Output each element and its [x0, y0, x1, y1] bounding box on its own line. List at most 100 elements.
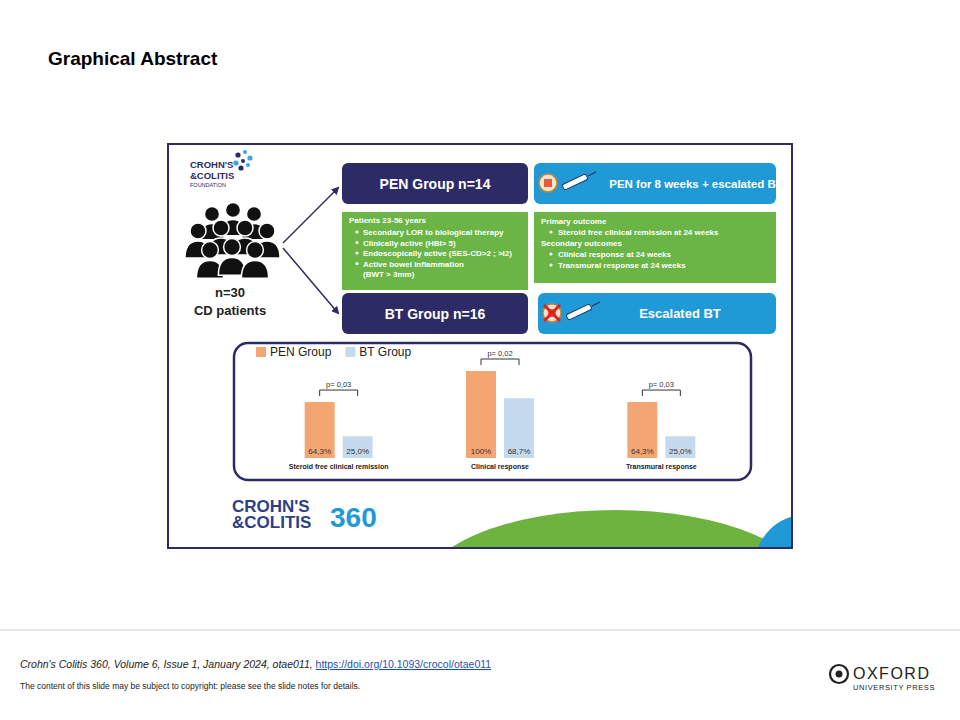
foundation-logo-text: CROHN'S [190, 159, 233, 170]
bar [665, 436, 695, 458]
outcome-heading: Primary outcome [541, 217, 607, 226]
legend-swatch [256, 347, 266, 357]
citation-journal: Crohn's Colitis 360 [20, 658, 108, 670]
journal-logo-text: 360 [330, 502, 377, 533]
inclusion-item: Secondary LOR to biological therapy [363, 228, 504, 237]
p-value-bracket [481, 359, 519, 365]
bars [305, 371, 696, 458]
inclusion-item: Active bowel inflammation [363, 260, 464, 269]
p-value: p= 0,03 [326, 380, 351, 389]
person-head [213, 220, 229, 236]
outcome-item: Steroid free clinical remission at 24 we… [558, 228, 719, 237]
bar [627, 402, 657, 458]
slide: Graphical AbstractCROHN'S&COLITISFOUNDAT… [0, 0, 960, 720]
bar [504, 398, 534, 458]
citation-link[interactable]: https://doi.org/10.1093/crocol/otae011 [316, 658, 492, 670]
bullet [549, 263, 552, 266]
publisher-subtitle: UNIVERSITY PRESS [853, 683, 935, 692]
person-head [224, 239, 241, 256]
foundation-logo-dot [241, 159, 245, 163]
bullet [549, 252, 552, 255]
syringe-needle [592, 302, 600, 306]
publisher-icon [836, 671, 843, 678]
legend-label: BT Group [359, 345, 411, 359]
treatment-icon [543, 302, 600, 322]
group-box [342, 293, 528, 334]
person-head [246, 206, 261, 221]
people-icon [185, 202, 280, 278]
arrow [283, 188, 338, 243]
person-head [259, 223, 275, 239]
person-head [237, 220, 253, 236]
copyright-notice: The content of this slide may be subject… [20, 681, 360, 691]
data-label: 100% [471, 447, 491, 456]
drink-icon-label [544, 179, 552, 187]
publisher-name: OXFORD [853, 665, 930, 682]
syringe-icon [566, 304, 592, 320]
outcomes-box [534, 212, 776, 283]
bullet [355, 251, 358, 254]
treatment-label: Escalated BT [639, 306, 721, 321]
p-value-bracket [320, 390, 358, 396]
person-head [247, 242, 264, 259]
drink-icon [539, 174, 557, 192]
foundation-logo-dot [235, 152, 240, 157]
outcome-item: Transmural response at 24 weeks [558, 261, 686, 270]
bullet [355, 262, 358, 265]
category-label: Transmural response [626, 463, 697, 471]
inclusion-item: (BWT > 3mm) [363, 270, 415, 279]
bar [466, 371, 496, 458]
person-body [241, 261, 268, 279]
cohort-label: CD patients [194, 303, 266, 318]
journal-logo-text: &COLITIS [232, 513, 311, 532]
category-label: Clinical response [471, 463, 529, 471]
green-arc [420, 510, 791, 547]
bar [343, 436, 373, 458]
p-value: p= 0,03 [649, 380, 674, 389]
bar [305, 402, 335, 458]
bullet [355, 241, 358, 244]
inclusion-heading: Patients 23-56 years [349, 216, 426, 225]
person-head [204, 206, 219, 221]
person-head [202, 242, 219, 259]
drink-icon [543, 304, 561, 322]
data-label: 25,0% [669, 447, 692, 456]
publisher-icon [830, 665, 848, 683]
chart-frame [234, 343, 751, 480]
cohort-count: n=30 [215, 285, 245, 300]
slide-title: Graphical Abstract [48, 48, 218, 69]
treatment-icon [539, 172, 596, 192]
foundation-logo-text: &COLITIS [190, 170, 234, 181]
bullet [355, 230, 358, 233]
foundation-logo-dot [233, 160, 238, 165]
person-head [190, 223, 206, 239]
legend-swatch [345, 347, 355, 357]
category-label: Steroid free clinical remission [289, 463, 389, 470]
p-value: p= 0,02 [487, 349, 512, 358]
foundation-logo-text: FOUNDATION [190, 182, 226, 188]
outcome-heading: Secondary outcomes [541, 239, 622, 248]
blue-arc [755, 515, 791, 547]
inclusion-item: Endoscopically active (SES-CD>2 ; >I2) [363, 249, 512, 258]
inclusion-item: Clinically active (HBI> 5) [363, 239, 456, 248]
foundation-logo-dot [238, 165, 243, 170]
p-value-bracket [642, 390, 680, 396]
data-label: 64,3% [308, 447, 331, 456]
outcome-item: Clinical response at 24 weeks [558, 250, 671, 259]
foundation-logo-dot [246, 163, 250, 167]
group-box [342, 163, 528, 204]
cross-mark [544, 305, 560, 321]
arrow [283, 248, 338, 313]
foundation-logo-dot [247, 155, 252, 160]
group-label: PEN Group n=14 [380, 176, 491, 192]
abstract-frame [168, 144, 792, 548]
cross-mark [544, 305, 560, 321]
person-head [225, 202, 240, 217]
citation-details: , Volume 6, Issue 1, January 2024, otae0… [108, 658, 316, 670]
treatment-box [538, 293, 776, 334]
decoration [420, 510, 791, 547]
data-label: 25,0% [346, 447, 369, 456]
inclusion-box [342, 212, 528, 290]
foundation-logo-dot [243, 150, 247, 154]
syringe-needle [588, 172, 596, 176]
